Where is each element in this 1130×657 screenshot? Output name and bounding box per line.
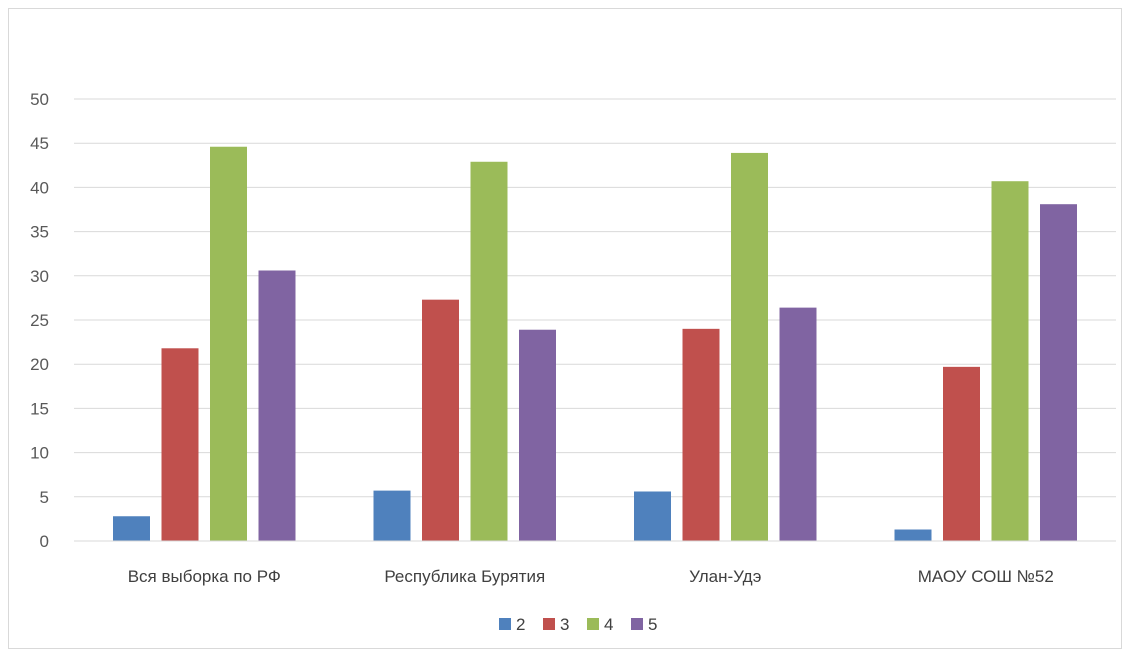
legend-label-5: 5 [648,615,657,634]
y-axis-ticks: 0 5 10 15 20 25 30 35 40 45 50 [30,90,49,551]
bar-series-2-2 [634,491,671,541]
bar-series-3-2 [682,328,720,541]
bars [113,146,1077,542]
y-tick-label: 5 [40,488,49,507]
bar-series-4-3 [991,181,1029,541]
bar-series-4-2 [731,152,768,541]
gridlines [74,98,1116,498]
y-tick-label: 45 [30,134,49,153]
bar-series-3-0 [161,348,199,541]
bar-series-2-0 [113,516,150,541]
y-tick-label: 25 [30,311,49,330]
legend-label-4: 4 [604,615,613,634]
x-category-label: Вся выборка по РФ [128,567,281,586]
legend-swatch-5 [631,618,643,630]
legend-label-2: 2 [516,615,525,634]
bar-series-5-2 [779,307,817,541]
x-category-label: Республика Бурятия [384,567,545,586]
y-tick-label: 30 [30,267,49,286]
y-tick-label: 50 [30,90,49,109]
y-tick-label: 20 [30,355,49,374]
y-tick-label: 40 [30,178,49,197]
bar-series-4-1 [470,161,508,541]
x-axis: Вся выборка по РФ Республика Бурятия Улан-… [74,540,1116,586]
legend-swatch-4 [587,618,599,630]
x-category-label: МАОУ СОШ №52 [918,567,1054,586]
legend-swatch-3 [543,618,555,630]
bar-series-3-3 [943,366,980,541]
bar-series-4-0 [210,146,247,541]
bar-series-5-1 [519,329,556,541]
legend: 2 3 4 5 [499,615,657,634]
bar-series-2-3 [894,529,932,541]
legend-label-3: 3 [560,615,569,634]
legend-swatch-2 [499,618,511,630]
y-tick-label: 0 [40,532,49,551]
y-tick-label: 15 [30,399,49,418]
bar-series-5-3 [1040,204,1077,542]
y-tick-label: 35 [30,223,49,242]
chart-frame [8,8,1122,649]
bar-series-3-1 [422,299,459,541]
bar-series-2-1 [373,490,411,541]
bar-series-5-0 [258,270,296,541]
y-tick-label: 10 [30,444,49,463]
x-category-label: Улан-Удэ [689,567,761,586]
